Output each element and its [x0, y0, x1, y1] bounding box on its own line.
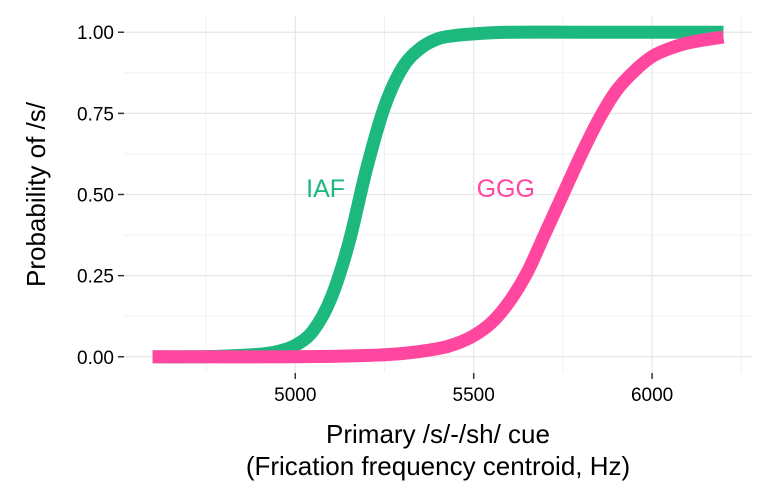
x-tick-label: 5500 — [453, 385, 495, 406]
x-tick-label: 5000 — [274, 385, 316, 406]
x-axis-title-line-1: Primary /s/-/sh/ cue — [326, 419, 550, 449]
y-tick-label: 1.00 — [77, 23, 114, 44]
series-layer — [152, 25, 725, 364]
series-label-iaf: IAF — [306, 175, 345, 203]
y-tick-label: 0.00 — [77, 348, 114, 369]
x-axis-title-line-2: (Frication frequency centroid, Hz) — [246, 451, 630, 481]
series-line-ggg — [152, 30, 725, 364]
y-tick-label: 0.75 — [77, 104, 114, 125]
y-axis-title: Probability of /s/ — [21, 101, 51, 287]
label-layer: IAF GGG — [306, 175, 535, 203]
x-tick-label: 6000 — [631, 385, 673, 406]
grid-layer — [124, 16, 752, 373]
axis-layer: 0.00 0.25 0.50 0.75 1.00 5000 5500 6000 Primary … — [21, 23, 673, 481]
series-label-ggg: GGG — [477, 175, 535, 203]
y-tick-label: 0.25 — [77, 267, 114, 288]
y-tick-label: 0.50 — [77, 186, 114, 207]
